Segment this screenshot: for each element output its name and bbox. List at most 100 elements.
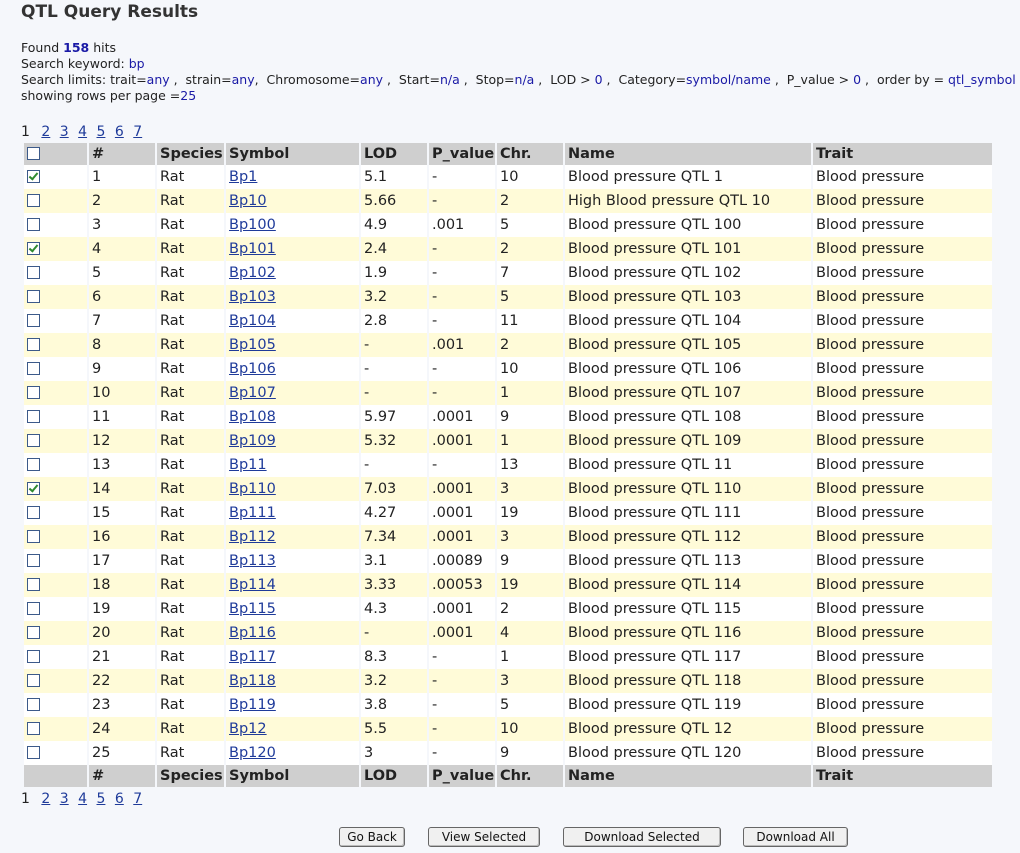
- page-link-5[interactable]: 5: [96, 124, 106, 140]
- table-row: 25 Rat Bp120 3-9 Blood pressure QTL 120 Blood…: [24, 741, 992, 765]
- row-lod: -: [361, 621, 427, 645]
- symbol-link[interactable]: Bp11: [229, 457, 267, 473]
- column-header-name: Name: [565, 143, 811, 165]
- row-select-cell: [24, 213, 87, 237]
- page-link-2[interactable]: 2: [41, 791, 51, 807]
- row-lod: 2.8: [361, 309, 427, 333]
- page-link-3[interactable]: 3: [59, 791, 69, 807]
- row-checkbox[interactable]: [27, 361, 40, 375]
- symbol-link[interactable]: Bp116: [229, 625, 276, 641]
- row-name: High Blood pressure QTL 10: [565, 189, 811, 213]
- symbol-link[interactable]: Bp115: [229, 601, 276, 617]
- row-checkbox[interactable]: [27, 265, 40, 279]
- symbol-link[interactable]: Bp110: [229, 481, 276, 497]
- symbol-link[interactable]: Bp100: [229, 217, 276, 233]
- view-selected-button[interactable]: View Selected: [428, 827, 540, 847]
- symbol-link[interactable]: Bp107: [229, 385, 276, 401]
- symbol-link[interactable]: Bp12: [229, 721, 267, 737]
- table-row: 19 Rat Bp115 4.3.0001 2 Blood pressure QTL 11…: [24, 597, 992, 621]
- symbol-link[interactable]: Bp112: [229, 529, 276, 545]
- column-header-species: Species: [157, 143, 224, 165]
- row-checkbox[interactable]: [27, 433, 40, 447]
- row-checkbox[interactable]: [27, 241, 40, 255]
- page-link-4[interactable]: 4: [78, 791, 88, 807]
- row-checkbox[interactable]: [27, 745, 40, 759]
- row-number: 7: [89, 309, 155, 333]
- row-checkbox[interactable]: [27, 193, 40, 207]
- page-link-3[interactable]: 3: [59, 124, 69, 140]
- row-checkbox[interactable]: [27, 337, 40, 351]
- row-checkbox[interactable]: [27, 625, 40, 639]
- row-name: Blood pressure QTL 109: [565, 429, 811, 453]
- footer-header-pvalue: P_value: [429, 765, 495, 787]
- symbol-link[interactable]: Bp114: [229, 577, 276, 593]
- symbol-link[interactable]: Bp102: [229, 265, 276, 281]
- row-lod: 7.03: [361, 477, 427, 501]
- row-checkbox[interactable]: [27, 481, 40, 495]
- row-chr: 10: [497, 717, 563, 741]
- row-checkbox[interactable]: [27, 313, 40, 327]
- row-checkbox[interactable]: [27, 721, 40, 735]
- row-checkbox[interactable]: [27, 577, 40, 591]
- row-pvalue: .0001: [429, 621, 495, 645]
- symbol-link[interactable]: Bp101: [229, 241, 276, 257]
- symbol-link[interactable]: Bp10: [229, 193, 267, 209]
- row-checkbox[interactable]: [27, 385, 40, 399]
- row-chr: 9: [497, 741, 563, 765]
- select-all-checkbox[interactable]: [27, 146, 40, 160]
- row-checkbox[interactable]: [27, 505, 40, 519]
- page-link-6[interactable]: 6: [114, 791, 124, 807]
- row-checkbox[interactable]: [27, 649, 40, 663]
- symbol-link[interactable]: Bp111: [229, 505, 276, 521]
- symbol-link[interactable]: Bp117: [229, 649, 276, 665]
- row-checkbox[interactable]: [27, 697, 40, 711]
- row-checkbox[interactable]: [27, 673, 40, 687]
- row-name: Blood pressure QTL 117: [565, 645, 811, 669]
- symbol-link[interactable]: Bp108: [229, 409, 276, 425]
- row-checkbox[interactable]: [27, 289, 40, 303]
- row-species: Rat: [157, 597, 224, 621]
- symbol-link[interactable]: Bp109: [229, 433, 276, 449]
- symbol-link[interactable]: Bp118: [229, 673, 276, 689]
- table-row: 24 Rat Bp12 5.5-10 Blood pressure QTL 12 Bloo…: [24, 717, 992, 741]
- page-link-5[interactable]: 5: [96, 791, 106, 807]
- symbol-link[interactable]: Bp119: [229, 697, 276, 713]
- row-symbol-cell: Bp102: [226, 261, 359, 285]
- page-link-7[interactable]: 7: [133, 124, 143, 140]
- limits-line: Search limits: trait=any , strain=any, C…: [21, 72, 1020, 87]
- download-all-button[interactable]: Download All: [743, 827, 848, 847]
- download-selected-button[interactable]: Download Selected: [563, 827, 721, 847]
- row-number: 3: [89, 213, 155, 237]
- symbol-link[interactable]: Bp104: [229, 313, 276, 329]
- symbol-link[interactable]: Bp105: [229, 337, 276, 353]
- row-number: 1: [89, 165, 155, 189]
- row-pvalue: .00053: [429, 573, 495, 597]
- page-link-4[interactable]: 4: [78, 124, 88, 140]
- row-checkbox[interactable]: [27, 217, 40, 231]
- row-checkbox[interactable]: [27, 529, 40, 543]
- row-pvalue: -: [429, 669, 495, 693]
- row-name: Blood pressure QTL 100: [565, 213, 811, 237]
- row-species: Rat: [157, 573, 224, 597]
- row-number: 24: [89, 717, 155, 741]
- go-back-button[interactable]: Go Back: [339, 827, 405, 847]
- symbol-link[interactable]: Bp106: [229, 361, 276, 377]
- row-checkbox[interactable]: [27, 601, 40, 615]
- row-symbol-cell: Bp119: [226, 693, 359, 717]
- row-checkbox[interactable]: [27, 169, 40, 183]
- row-checkbox[interactable]: [27, 553, 40, 567]
- row-select-cell: [24, 237, 87, 261]
- row-checkbox[interactable]: [27, 409, 40, 423]
- page-link-2[interactable]: 2: [41, 124, 51, 140]
- symbol-link[interactable]: Bp1: [229, 169, 258, 185]
- symbol-link[interactable]: Bp120: [229, 745, 276, 761]
- row-checkbox[interactable]: [27, 457, 40, 471]
- symbol-link[interactable]: Bp103: [229, 289, 276, 305]
- row-chr: 4: [497, 621, 563, 645]
- page-link-7[interactable]: 7: [133, 791, 143, 807]
- row-symbol-cell: Bp118: [226, 669, 359, 693]
- row-chr: 9: [497, 405, 563, 429]
- symbol-link[interactable]: Bp113: [229, 553, 276, 569]
- page-link-6[interactable]: 6: [114, 124, 124, 140]
- row-lod: 4.3: [361, 597, 427, 621]
